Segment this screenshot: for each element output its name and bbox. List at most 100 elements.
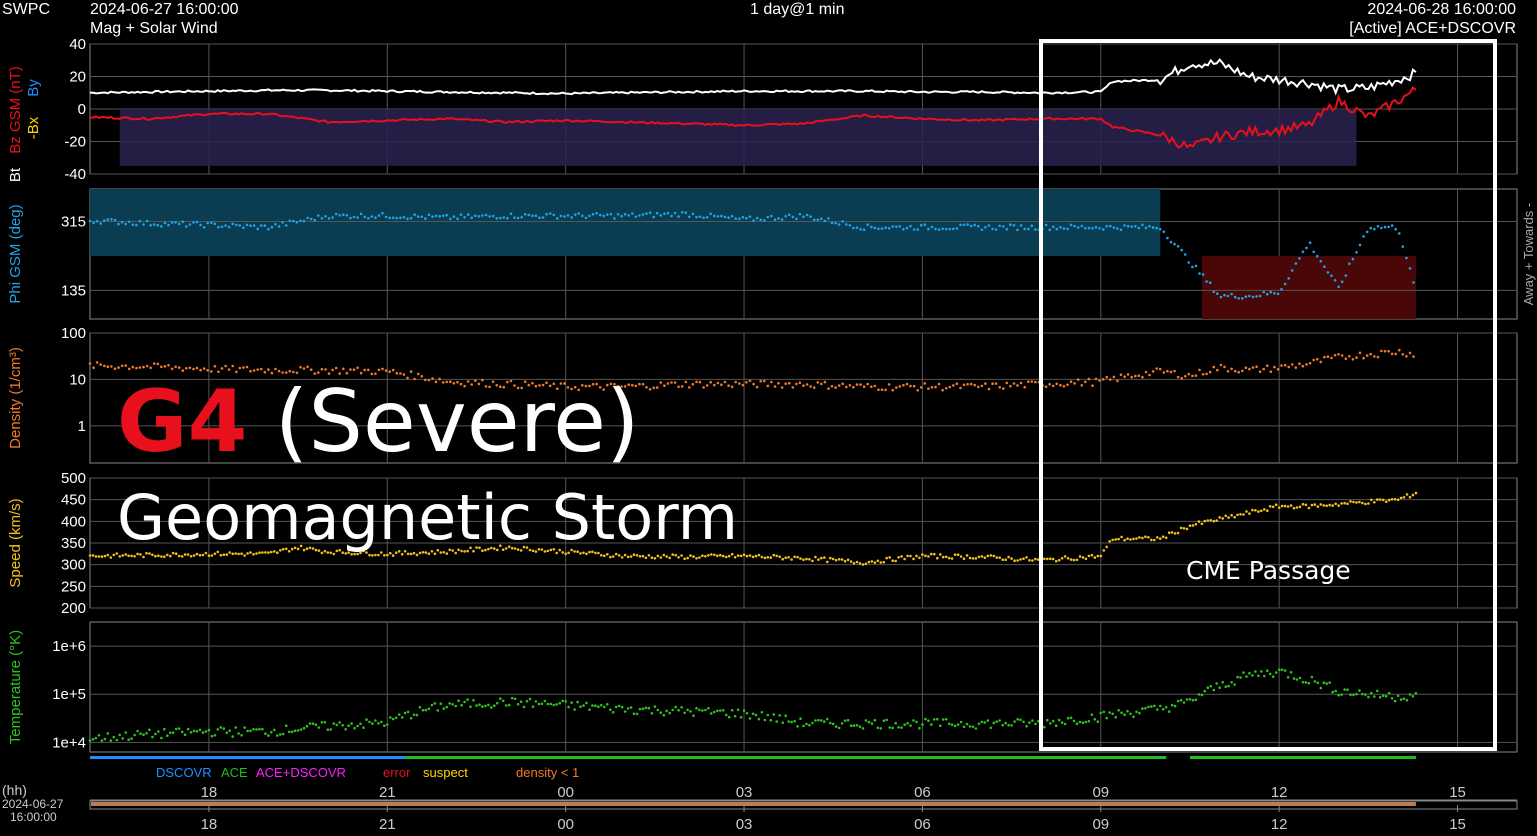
temperature-point bbox=[1361, 692, 1364, 696]
density-point bbox=[723, 380, 727, 384]
temperature-point bbox=[418, 705, 422, 709]
speed-point bbox=[585, 552, 588, 556]
speed-point bbox=[261, 551, 264, 554]
speed-point bbox=[543, 550, 547, 553]
temperature-point bbox=[775, 720, 778, 723]
speed-point bbox=[148, 552, 151, 555]
temperature-point bbox=[504, 704, 508, 707]
speed-point bbox=[1218, 516, 1221, 519]
density-point bbox=[188, 366, 192, 370]
temperature-point bbox=[320, 721, 324, 724]
phi-point bbox=[452, 215, 456, 218]
temperature-point bbox=[287, 730, 291, 734]
speed-point bbox=[142, 555, 145, 559]
temperature-point bbox=[311, 722, 315, 725]
temperature-point bbox=[1322, 681, 1326, 684]
speed-point bbox=[1001, 558, 1004, 561]
speed-point bbox=[995, 556, 998, 559]
density-point bbox=[1365, 354, 1369, 357]
temperature-point bbox=[210, 734, 214, 738]
phi-point bbox=[1055, 227, 1059, 231]
density-point bbox=[766, 384, 770, 388]
speed-point bbox=[1159, 537, 1162, 540]
speed-point bbox=[124, 553, 127, 556]
hour-tick-label-bottom: 09 bbox=[1092, 816, 1109, 833]
density-point bbox=[816, 381, 820, 384]
speed-point bbox=[1233, 515, 1236, 519]
mag-ytick-label: -20 bbox=[64, 134, 86, 151]
density-point bbox=[1258, 370, 1262, 374]
phi-point bbox=[220, 225, 224, 229]
speed-point bbox=[947, 556, 951, 560]
speed-point bbox=[1283, 504, 1287, 508]
density-point bbox=[1030, 380, 1034, 383]
temperature-point bbox=[879, 727, 883, 730]
temperature-point bbox=[1034, 722, 1037, 726]
density-point bbox=[716, 381, 720, 385]
speed-point bbox=[1411, 493, 1415, 497]
speed-point bbox=[754, 554, 758, 558]
speed-point bbox=[719, 553, 722, 557]
speed-point bbox=[1063, 555, 1067, 558]
temperature-point bbox=[1343, 688, 1346, 691]
speed-point bbox=[656, 554, 660, 558]
temperature-point bbox=[1156, 708, 1159, 711]
speed-point bbox=[424, 551, 428, 554]
density-point bbox=[620, 385, 623, 388]
density-point bbox=[356, 366, 359, 370]
phi-point bbox=[1255, 295, 1258, 298]
temperature-point bbox=[983, 721, 987, 724]
speed-point bbox=[603, 554, 606, 558]
density-point bbox=[623, 385, 627, 388]
temperature-point bbox=[1051, 719, 1055, 723]
phi-point bbox=[805, 213, 809, 217]
temperature-point bbox=[139, 732, 142, 735]
temperature-point bbox=[629, 706, 633, 709]
speed-point bbox=[487, 547, 490, 551]
temperature-point bbox=[183, 733, 187, 736]
speed-point bbox=[513, 547, 517, 550]
density-point bbox=[1066, 383, 1069, 387]
temperature-point bbox=[1182, 701, 1186, 704]
density-point bbox=[994, 382, 998, 385]
temperature-point bbox=[169, 731, 172, 735]
density-point bbox=[1180, 377, 1183, 380]
speed-point bbox=[1212, 519, 1216, 523]
density-point bbox=[1169, 370, 1173, 374]
phi-point bbox=[1326, 271, 1330, 274]
temperature-point bbox=[891, 726, 894, 730]
density-point bbox=[1048, 383, 1051, 386]
temperature-point bbox=[386, 723, 389, 726]
speed-point bbox=[882, 560, 886, 564]
temperature-point bbox=[1414, 691, 1418, 695]
phi-point bbox=[613, 217, 616, 220]
density-point bbox=[1208, 370, 1212, 374]
density-point bbox=[727, 384, 730, 388]
speed-point bbox=[183, 553, 187, 556]
phi-point bbox=[1180, 248, 1183, 252]
density-point bbox=[702, 386, 705, 389]
speed-point bbox=[888, 556, 891, 559]
density-point bbox=[541, 383, 545, 387]
temperature-point bbox=[921, 723, 924, 726]
speed-point bbox=[1081, 556, 1085, 559]
speed-point bbox=[1144, 535, 1147, 538]
temperature-point bbox=[808, 723, 811, 727]
temperature-point bbox=[427, 707, 431, 711]
density-point bbox=[1144, 370, 1148, 374]
speed-point bbox=[647, 554, 651, 557]
phi-point bbox=[898, 225, 902, 228]
density-point bbox=[213, 365, 217, 368]
speed-point bbox=[308, 546, 312, 550]
density-point bbox=[1055, 382, 1059, 386]
temperature-point bbox=[745, 712, 749, 715]
speed-point bbox=[1331, 504, 1334, 507]
speed-point bbox=[166, 553, 169, 557]
speed-point bbox=[225, 553, 229, 556]
speed-point bbox=[1206, 519, 1210, 522]
temperature-point bbox=[1161, 707, 1165, 711]
phi-point bbox=[309, 217, 313, 221]
speed-point bbox=[1364, 502, 1367, 506]
temperature-point bbox=[1063, 722, 1067, 726]
speed-point bbox=[528, 548, 532, 552]
